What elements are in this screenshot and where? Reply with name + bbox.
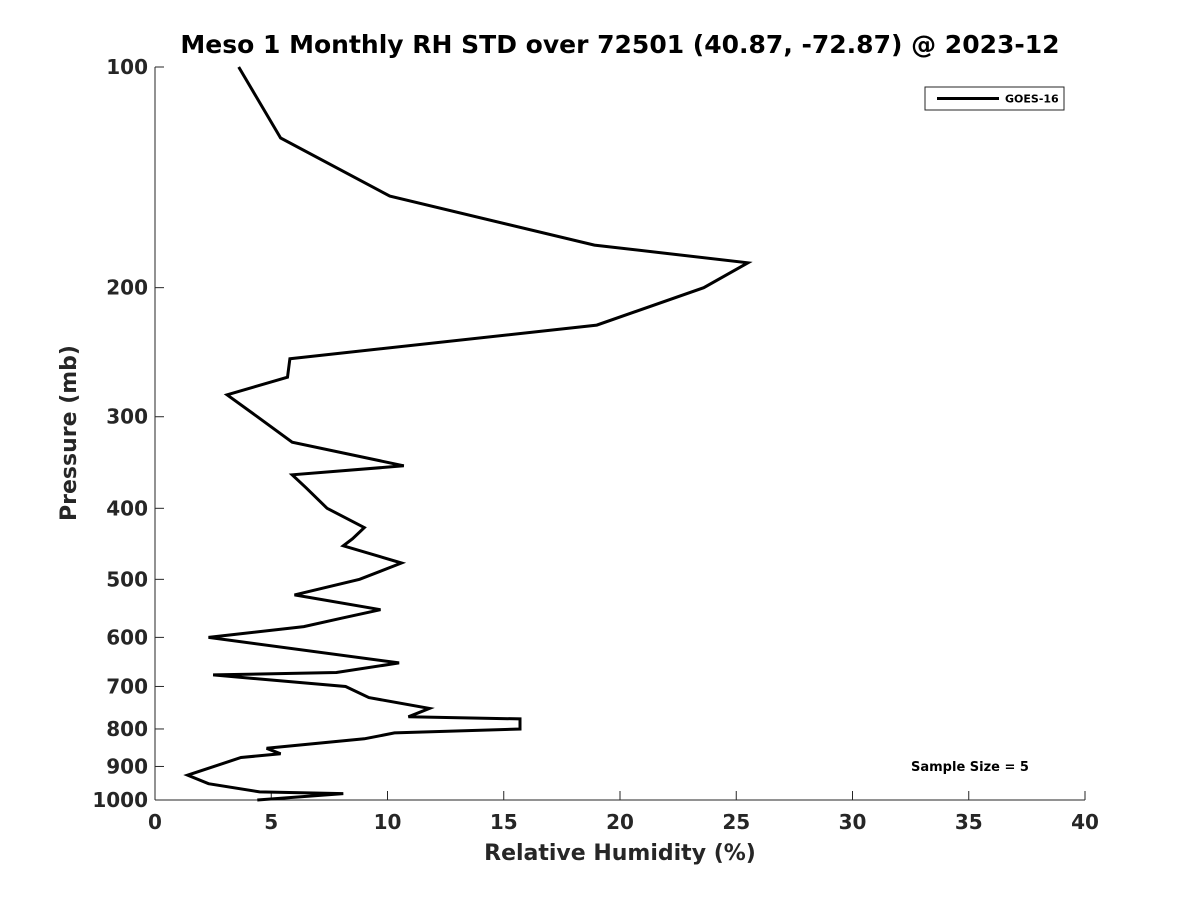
chart-title: Meso 1 Monthly RH STD over 72501 (40.87,…: [180, 30, 1059, 59]
y-ticks: 100 200 300 400 500 600 700 800 900 1000: [92, 55, 164, 812]
x-ticks: 0 5 10 15 20 25 30 35 40: [148, 791, 1099, 834]
legend: GOES-16: [924, 86, 1065, 111]
sample-size-annotation: Sample Size = 5: [911, 760, 1029, 775]
x-tick-label: 35: [955, 810, 983, 834]
x-tick-label: 10: [374, 810, 402, 834]
x-tick-label: 40: [1071, 810, 1099, 834]
series-line-goes-16: [183, 66, 753, 802]
y-tick-label: 400: [106, 496, 148, 520]
x-tick-label: 15: [490, 810, 518, 834]
y-axis-title: Pressure (mb): [57, 345, 82, 521]
x-tick-label: 25: [722, 810, 750, 834]
y-tick-label: 900: [106, 754, 148, 778]
y-tick-label: 800: [106, 717, 148, 741]
y-tick-label: 200: [106, 276, 148, 300]
y-tick-label: 500: [106, 567, 148, 591]
legend-label: GOES-16: [1005, 93, 1059, 106]
y-tick-label: 300: [106, 405, 148, 429]
x-tick-label: 20: [606, 810, 634, 834]
x-axis-title: Relative Humidity (%): [484, 841, 756, 866]
y-tick-label: 100: [106, 55, 148, 79]
x-tick-label: 30: [839, 810, 867, 834]
plot-area: 0 5 10 15 20 25 30 35 40 100 200 300 400 500 600 700 80…: [92, 55, 1099, 834]
y-tick-label: 1000: [92, 788, 148, 812]
y-tick-label: 600: [106, 625, 148, 649]
y-tick-label: 700: [106, 674, 148, 698]
series-layer: [183, 66, 753, 802]
x-tick-label: 0: [148, 810, 162, 834]
x-tick-label: 5: [264, 810, 278, 834]
